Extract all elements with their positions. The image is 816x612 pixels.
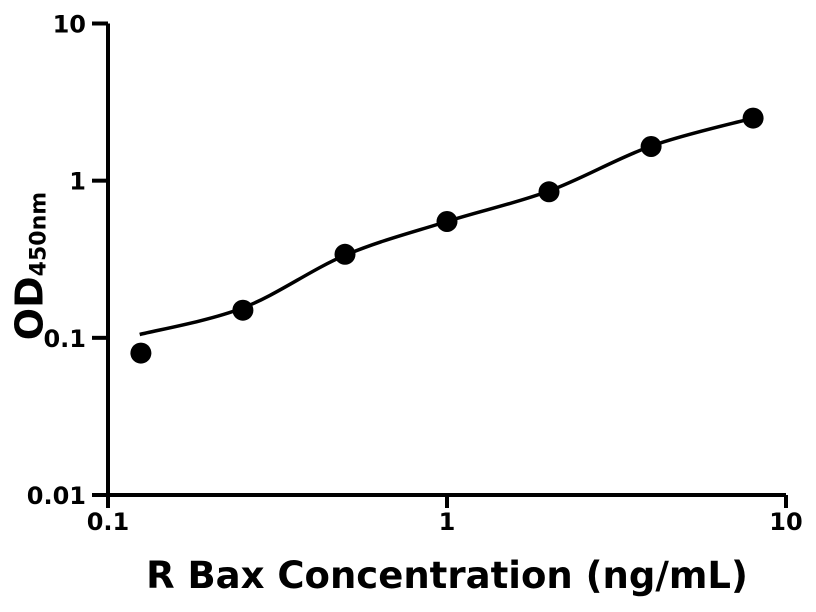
x-tick-label: 0.1	[87, 508, 130, 536]
data-point	[232, 299, 254, 321]
y-axis-title: OD 450nm	[8, 189, 54, 344]
x-axis-title: R Bax Concentration (ng/mL)	[146, 554, 748, 597]
y-tick-label: 1	[69, 168, 86, 196]
y-tick-label: 10	[53, 11, 86, 39]
x-tick-label: 10	[769, 508, 802, 536]
y-axis-title-subscript: 450nm	[26, 191, 52, 277]
data-point	[130, 342, 152, 364]
data-point	[436, 211, 458, 232]
y-axis-title-main: OD	[7, 276, 52, 341]
x-tick-label: 1	[439, 508, 456, 536]
data-point	[742, 107, 764, 129]
y-tick-label: 0.1	[43, 325, 86, 353]
data-point	[334, 243, 356, 265]
y-tick-label: 0.01	[27, 482, 86, 510]
axes-spines	[106, 23, 786, 497]
data-point	[538, 181, 560, 203]
data-point	[640, 136, 662, 157]
